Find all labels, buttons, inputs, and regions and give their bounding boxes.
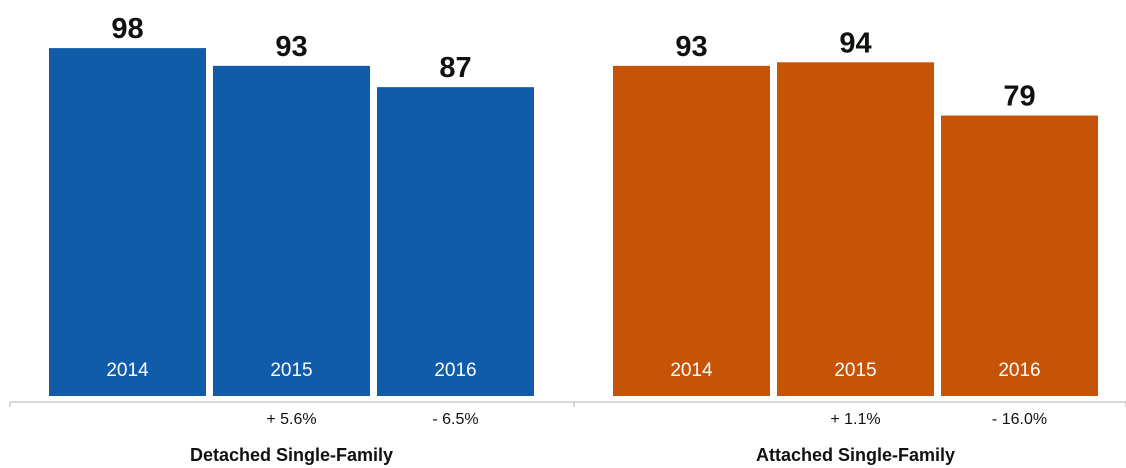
data-label: 93 xyxy=(275,31,307,63)
labels-layer: 98 2014 93 2015 + 5.6% 87 2016 - 6.5% Detached S… xyxy=(106,13,1047,465)
group-label: Detached Single-Family xyxy=(190,445,393,465)
data-label: 94 xyxy=(839,27,871,59)
category-label: 2014 xyxy=(670,360,713,381)
data-label: 98 xyxy=(111,13,143,45)
change-label: - 16.0% xyxy=(992,411,1047,428)
category-label: 2014 xyxy=(106,360,149,381)
bar-detached-2015 xyxy=(213,65,370,396)
bar-detached-2014 xyxy=(49,48,206,396)
bars-layer xyxy=(49,48,1098,397)
bar-detached-2016 xyxy=(377,87,534,397)
change-label: - 6.5% xyxy=(432,411,478,428)
category-label: 2016 xyxy=(998,360,1040,381)
bar-attached-2015 xyxy=(777,62,934,397)
category-label: 2015 xyxy=(834,360,876,381)
data-label: 93 xyxy=(675,31,707,63)
bar-attached-2016 xyxy=(941,115,1098,397)
bar-attached-2014 xyxy=(613,65,770,396)
category-label: 2016 xyxy=(434,360,476,381)
change-label: + 1.1% xyxy=(830,411,880,428)
data-label: 87 xyxy=(439,52,471,84)
change-label: + 5.6% xyxy=(266,411,316,428)
axis-layer xyxy=(9,401,1126,407)
category-label: 2015 xyxy=(270,360,312,381)
data-label: 79 xyxy=(1003,81,1035,113)
group-label: Attached Single-Family xyxy=(756,445,955,465)
